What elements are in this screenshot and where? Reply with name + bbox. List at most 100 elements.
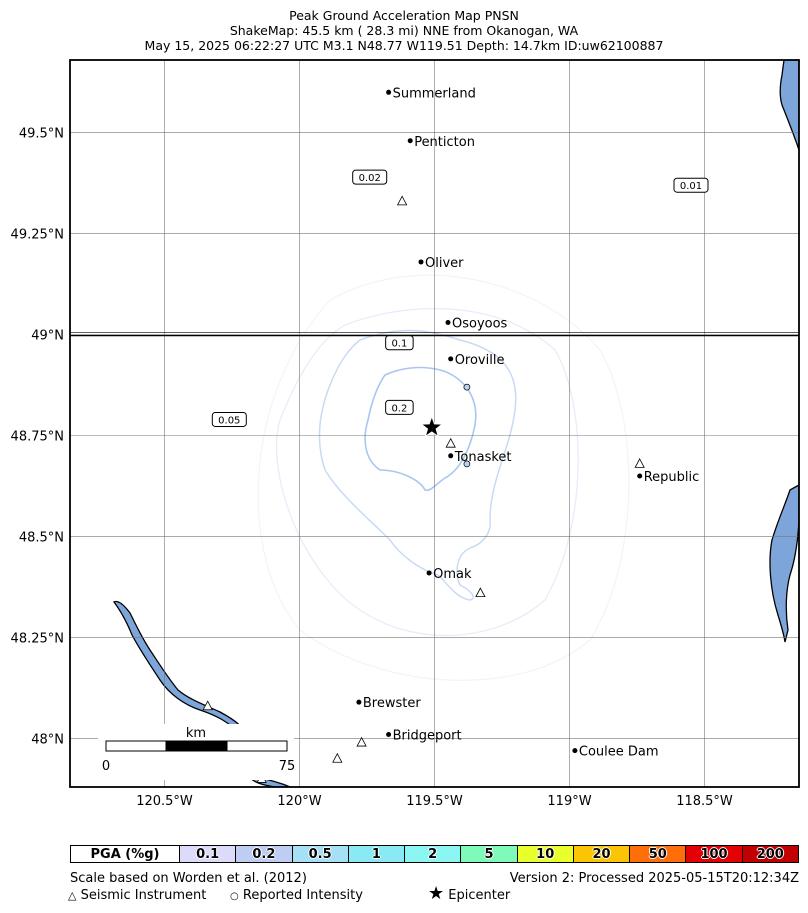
city-label: Coulee Dam xyxy=(579,745,659,760)
seismic-instrument-marker xyxy=(475,587,486,598)
map-frame xyxy=(69,59,800,788)
city-dot xyxy=(426,570,432,576)
scale-bar-min: 0 xyxy=(102,759,110,774)
y-tick-label: 48.75°N xyxy=(11,430,64,445)
event-info: May 15, 2025 06:22:27 UTC M3.1 N48.77 W1… xyxy=(144,38,664,53)
legend-bin-label: 20 xyxy=(592,847,611,862)
contour-label: 0.05 xyxy=(211,411,247,427)
contour-value: 0.01 xyxy=(680,181,702,192)
city-label: Tonasket xyxy=(454,450,512,465)
city-label: Bridgeport xyxy=(393,728,462,743)
graticule xyxy=(70,60,799,787)
city-label: Osoyoos xyxy=(452,317,508,332)
legend-bin: 0.2 xyxy=(236,846,293,862)
x-tick-label: 119.5°W xyxy=(406,794,463,809)
city-dot xyxy=(445,320,451,326)
legend-bin: 10 xyxy=(517,846,574,862)
city-label: Oroville xyxy=(455,353,505,368)
contour-0.2 xyxy=(364,366,477,492)
contour-value: 0.2 xyxy=(391,403,407,414)
intensity-report-marker xyxy=(463,460,471,468)
y-tick-label: 49°N xyxy=(31,329,64,344)
city-dot xyxy=(418,259,424,265)
legend-bin-label: 0.5 xyxy=(308,847,332,862)
y-tick-label: 49.25°N xyxy=(11,228,64,243)
legend-bin: 0.1 xyxy=(180,846,237,862)
legend-bin: 50 xyxy=(630,846,687,862)
city-dot xyxy=(386,89,392,95)
city-dot xyxy=(386,731,392,737)
triangle-icon: △ xyxy=(68,889,77,902)
city-dot xyxy=(637,473,643,479)
city-dot xyxy=(356,699,362,705)
legend-bin-label: 0.2 xyxy=(252,847,276,862)
x-tick-label: 119°W xyxy=(547,794,591,809)
contour-value: 0.05 xyxy=(218,415,240,426)
contour-0.01 xyxy=(257,274,630,681)
version-note: Version 2: Processed 2025-05-15T20:12:34… xyxy=(509,871,799,886)
epicenter-star-icon xyxy=(419,414,444,438)
lake-roosevelt xyxy=(769,484,799,643)
seismic-instrument-marker xyxy=(634,458,645,468)
y-tick-label: 48°N xyxy=(31,733,64,748)
shakemap-plot: 0.02 0.01 0.1 0.2 0.05 Summerland Penticton Ol… xyxy=(11,59,800,809)
legend-bin: 20 xyxy=(573,846,631,862)
city-label: Oliver xyxy=(425,256,464,271)
seismic-instrument-marker xyxy=(445,437,456,448)
contour-label: 0.2 xyxy=(385,399,414,415)
legend-bin-label: 0.1 xyxy=(196,847,220,862)
city-dot xyxy=(448,453,454,459)
city-dot xyxy=(572,748,578,754)
epicenter-key-label: Epicenter xyxy=(448,888,511,903)
map-subtitle: ShakeMap: 45.5 km ( 28.3 mi) NNE from Ok… xyxy=(229,23,579,38)
legend-epicenter: ★ Epicenter xyxy=(428,883,511,904)
contour-label: 0.01 xyxy=(673,177,709,193)
city-dot xyxy=(407,138,413,144)
legend-header: PGA (%g) xyxy=(71,846,180,862)
scale-bar-unit: km xyxy=(186,726,206,741)
legend-reported: ○ Reported Intensity xyxy=(230,888,363,903)
y-tick-label: 48.25°N xyxy=(11,632,64,647)
x-tick-label: 118.5°W xyxy=(676,794,733,809)
reported-key-label: Reported Intensity xyxy=(242,888,363,903)
contour-label: 0.1 xyxy=(385,335,414,351)
city-dot xyxy=(448,356,454,362)
city-label: Brewster xyxy=(363,696,421,711)
legend-instrument: △ Seismic Instrument xyxy=(68,888,206,903)
contour-value: 0.1 xyxy=(391,339,407,350)
legend-bin: 0.5 xyxy=(292,846,349,862)
seismic-instrument-marker xyxy=(356,736,367,747)
x-tick-label: 120.5°W xyxy=(136,794,193,809)
seismic-instrument-marker xyxy=(396,195,408,206)
legend-bin: 200 xyxy=(742,846,798,862)
instrument-key-label: Seismic Instrument xyxy=(80,888,207,903)
contour-value: 0.02 xyxy=(359,173,381,184)
scale-bar: km 0 75 xyxy=(98,724,295,780)
y-tick-label: 49.5°N xyxy=(19,127,64,142)
columbia-river-north xyxy=(779,60,799,151)
legend-bin-label: 50 xyxy=(648,847,667,862)
contour-0.1 xyxy=(318,329,517,601)
star-icon: ★ xyxy=(428,883,445,904)
legend-bin-label: 1 xyxy=(371,847,381,862)
city-label: Summerland xyxy=(393,86,476,101)
city-label: Omak xyxy=(433,567,472,582)
legend-bin-label: 2 xyxy=(428,847,438,862)
legend-bin: 5 xyxy=(461,846,518,862)
legend-bin: 100 xyxy=(686,846,743,862)
seismic-instrument-marker xyxy=(332,752,343,763)
circle-icon: ○ xyxy=(230,891,239,902)
legend-bin: 2 xyxy=(405,846,462,862)
legend-bin-label: 200 xyxy=(756,847,784,862)
seismic-instrument-marker xyxy=(202,700,213,711)
legend-bin-label: 5 xyxy=(484,847,494,862)
intensity-report-marker xyxy=(463,383,471,391)
contour-label: 0.02 xyxy=(352,169,388,185)
city-label: Penticton xyxy=(414,135,475,150)
pga-legend: PGA (%g) 0.1 0.2 0.5 1 2 5 10 20 50 100 200 xyxy=(70,845,799,863)
legend-bin: 1 xyxy=(348,846,406,862)
map-title: Peak Ground Acceleration Map PNSN xyxy=(289,8,519,23)
scale-note: Scale based on Worden et al. (2012) xyxy=(70,871,307,886)
scale-bar-max: 75 xyxy=(279,759,296,774)
x-tick-label: 120°W xyxy=(277,794,321,809)
